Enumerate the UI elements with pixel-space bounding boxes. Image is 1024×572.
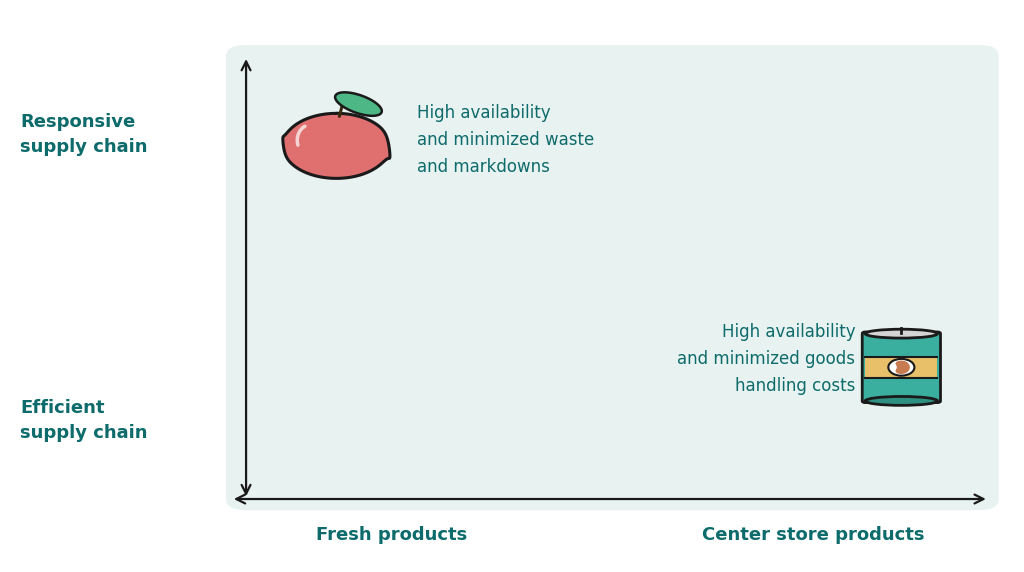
Text: Responsive
supply chain: Responsive supply chain [20, 113, 147, 156]
FancyBboxPatch shape [226, 45, 998, 510]
FancyBboxPatch shape [862, 332, 940, 403]
Ellipse shape [889, 359, 914, 376]
Polygon shape [896, 360, 910, 374]
Ellipse shape [865, 329, 938, 338]
Text: Center store products: Center store products [701, 526, 925, 545]
Polygon shape [283, 113, 390, 178]
Text: High availability
and minimized waste
and markdowns: High availability and minimized waste an… [417, 104, 594, 176]
Ellipse shape [865, 396, 938, 406]
FancyBboxPatch shape [865, 356, 938, 378]
Text: Efficient
supply chain: Efficient supply chain [20, 399, 147, 442]
Polygon shape [335, 92, 382, 116]
Text: High availability
and minimized goods
handling costs: High availability and minimized goods ha… [677, 323, 855, 395]
Text: Fresh products: Fresh products [316, 526, 467, 545]
